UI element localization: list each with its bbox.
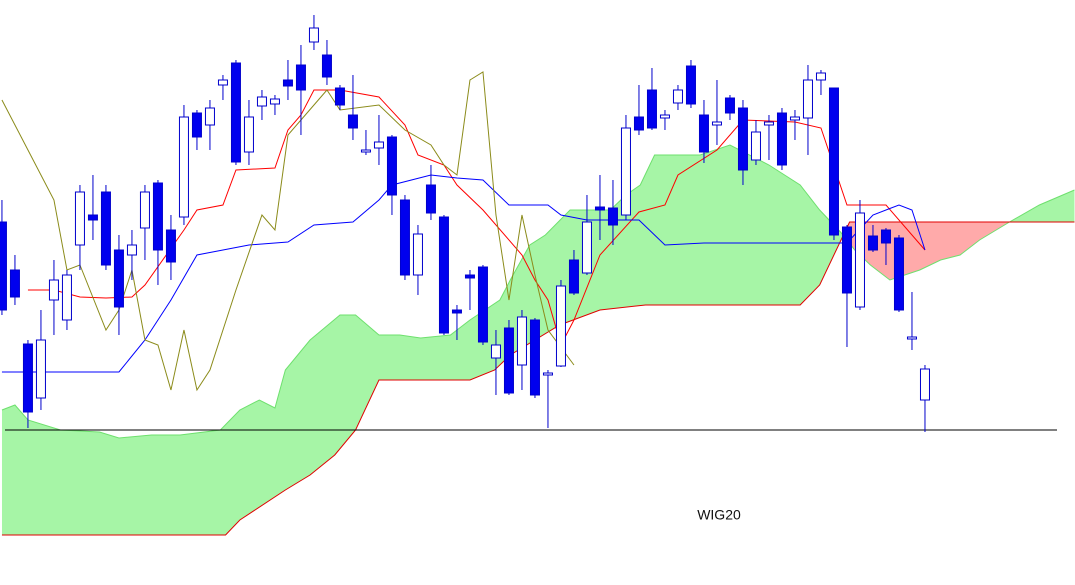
candle-body xyxy=(516,316,527,366)
line-layer xyxy=(1,71,926,392)
candle-body xyxy=(191,112,202,138)
candle-body xyxy=(555,285,566,367)
candle-body xyxy=(269,98,280,105)
span-b xyxy=(1,221,1075,536)
candle-body xyxy=(672,89,683,104)
candle-body xyxy=(48,279,59,301)
candle-body xyxy=(633,116,644,131)
candle-body xyxy=(906,336,917,340)
candle-body xyxy=(503,327,514,394)
candle-body xyxy=(490,344,501,359)
candle-body xyxy=(386,136,397,196)
candle-body xyxy=(438,216,449,334)
candle-body xyxy=(581,221,592,274)
candle-body xyxy=(529,319,540,396)
candle-body xyxy=(100,191,111,266)
candle-body xyxy=(854,212,865,308)
candle-body xyxy=(828,87,839,236)
candle-body xyxy=(412,233,423,276)
candle-body xyxy=(542,372,553,376)
candle-body xyxy=(776,112,787,166)
candle-body xyxy=(893,237,904,311)
indicator-line xyxy=(1,174,926,373)
candle-layer xyxy=(0,15,930,432)
candle-body xyxy=(334,87,345,106)
candle-body xyxy=(620,127,631,216)
candle-body xyxy=(750,131,761,161)
candle-body xyxy=(282,79,293,87)
candle-body xyxy=(61,274,72,321)
candle-body xyxy=(399,199,410,276)
candle-body xyxy=(87,214,98,221)
candle-body xyxy=(802,79,813,119)
candle-body xyxy=(867,235,878,251)
candle-body xyxy=(711,121,722,126)
candle-body xyxy=(0,221,7,311)
candle-body xyxy=(685,65,696,105)
candle-body xyxy=(217,79,228,86)
candle-body xyxy=(295,64,306,91)
candle-body xyxy=(763,121,774,126)
candle-body xyxy=(919,368,930,401)
span-a xyxy=(1,144,1075,439)
candle-body xyxy=(321,54,332,78)
candle-body xyxy=(308,27,319,43)
candle-body xyxy=(9,269,20,298)
indicator-line xyxy=(1,71,575,392)
candle-body xyxy=(568,259,579,294)
candle-body xyxy=(178,116,189,218)
candle-body xyxy=(477,266,488,343)
candle-body xyxy=(139,191,150,229)
candle-body xyxy=(451,309,462,314)
candle-body xyxy=(347,114,358,129)
candle-body xyxy=(789,116,800,121)
candle-body xyxy=(646,89,657,129)
candle-body xyxy=(425,184,436,214)
candle-body xyxy=(659,114,670,119)
candle-body xyxy=(464,274,475,279)
candle-body xyxy=(360,149,371,153)
candle-body xyxy=(165,229,176,263)
candle-body xyxy=(737,107,748,171)
candle-body xyxy=(113,249,124,308)
candle-body xyxy=(698,114,709,153)
candle-body xyxy=(152,182,163,251)
candle-body xyxy=(35,339,46,399)
chart-title: WIG20 xyxy=(697,507,741,523)
candle-body xyxy=(594,206,605,211)
candle-body xyxy=(373,141,384,149)
candle-body xyxy=(724,97,735,114)
candle-body xyxy=(256,96,267,107)
candle-body xyxy=(74,191,85,246)
candle-body xyxy=(126,244,137,256)
candle-body xyxy=(22,343,33,413)
candle-body xyxy=(607,207,618,226)
candle-body xyxy=(815,72,826,81)
candle-body xyxy=(230,62,241,163)
candle-body xyxy=(243,116,254,153)
candle-body xyxy=(204,107,215,126)
candle-body xyxy=(880,229,891,244)
candle-body xyxy=(841,226,852,294)
